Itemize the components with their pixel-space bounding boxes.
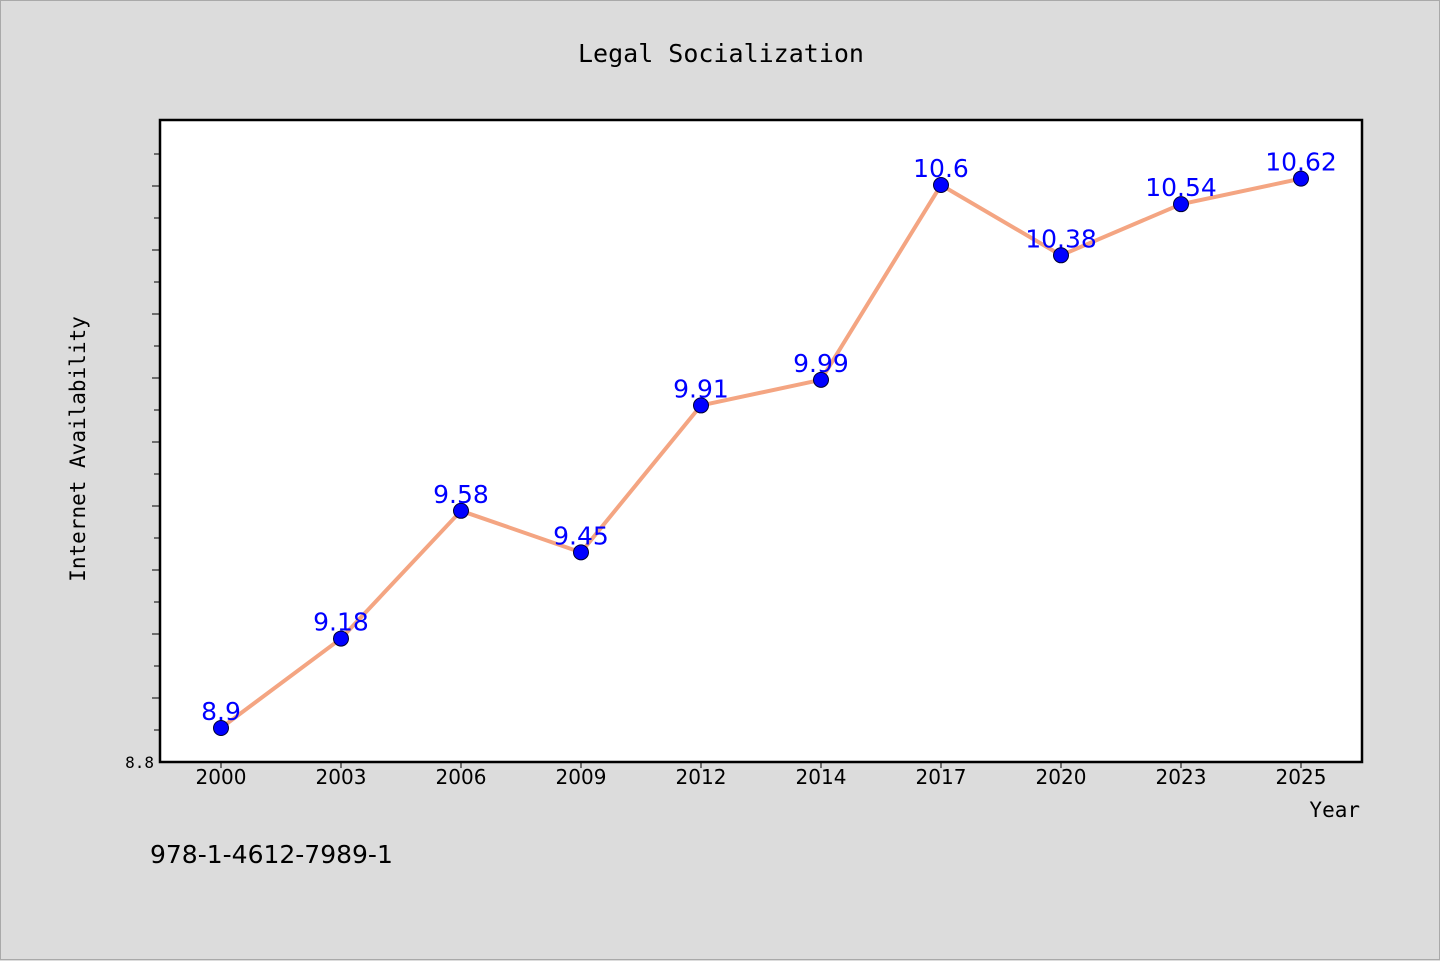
x-tick-label: 2003 [316, 765, 367, 789]
data-point [933, 177, 949, 194]
x-axis: 2000 2003 2006 2009 2012 2014 2017 2020 2023 2025 [196, 762, 1327, 789]
data-point [813, 371, 829, 388]
data-label: 9.91 [673, 374, 729, 403]
data-label: 9.58 [433, 480, 489, 509]
isbn-label: 978-1-4612-7989-1 [150, 840, 393, 869]
data-point [453, 502, 469, 519]
data-label: 10.6 [913, 154, 969, 183]
data-point [693, 397, 709, 414]
x-tick-label: 2023 [1156, 765, 1207, 789]
data-label: 10.62 [1265, 148, 1337, 177]
data-label: 9.18 [313, 608, 369, 637]
data-point [573, 544, 589, 561]
x-tick-label: 2025 [1276, 765, 1327, 789]
data-point [1173, 196, 1189, 213]
data-label: 9.45 [553, 521, 609, 550]
x-axis-label: Year [1309, 798, 1360, 822]
data-label: 8.9 [201, 697, 241, 726]
y-axis-ticks [152, 153, 160, 731]
x-tick-label: 2014 [796, 765, 847, 789]
x-tick-label: 2017 [916, 765, 967, 789]
data-point [213, 720, 229, 736]
data-label: 10.38 [1025, 224, 1097, 253]
chart-title: Legal Socialization [578, 39, 864, 68]
data-label: 10.54 [1145, 173, 1217, 202]
data-point [1293, 170, 1309, 187]
series-layer: 8.9 9.18 9.58 9.45 9.91 9.99 10.6 10.38 10.54 10.… [201, 148, 1337, 736]
x-tick-label: 2020 [1036, 765, 1087, 789]
data-label: 9.99 [793, 349, 849, 378]
series-line [219, 176, 1302, 730]
y-axis-label: Internet Availability [66, 316, 90, 582]
x-tick-label: 2006 [436, 765, 487, 789]
plot-area [158, 118, 1364, 764]
data-point [333, 630, 349, 647]
data-point [1053, 247, 1069, 264]
x-tick-label: 2009 [556, 765, 607, 789]
y-tick-label: 8.8 [125, 753, 154, 772]
x-tick-label: 2012 [676, 765, 727, 789]
x-tick-label: 2000 [196, 765, 247, 789]
